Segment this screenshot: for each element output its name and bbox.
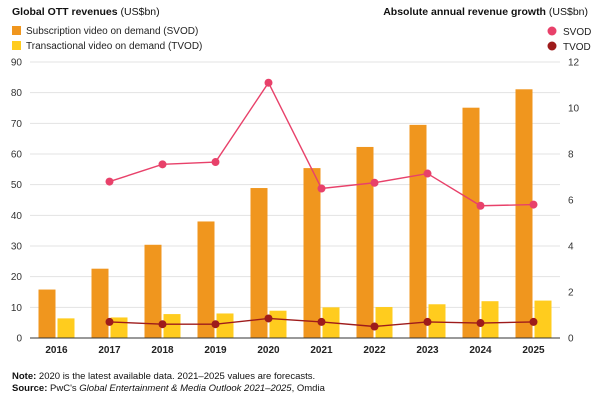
bar-svod-2018 xyxy=(144,244,162,338)
x-tick-label: 2018 xyxy=(151,345,174,356)
bars xyxy=(38,89,552,339)
left-y-tick-label: 0 xyxy=(16,334,22,345)
right-title-bold: Absolute annual revenue growth xyxy=(383,6,546,18)
left-y-tick-label: 70 xyxy=(11,119,23,130)
point-tvod-2021 xyxy=(317,317,326,326)
left-y-tick-label: 40 xyxy=(11,211,23,222)
legend-label-tvod-line: TVOD xyxy=(563,42,591,53)
x-tick-label: 2023 xyxy=(416,345,439,356)
point-tvod-2017 xyxy=(105,317,114,326)
x-tick-label: 2020 xyxy=(257,345,280,356)
legend-marker-tvod-line xyxy=(547,41,557,51)
point-tvod-2018 xyxy=(158,320,167,329)
growth-lines xyxy=(105,78,538,331)
bar-svod-2025 xyxy=(515,89,533,338)
source-label: Source: xyxy=(12,383,48,394)
bar-tvod-2018 xyxy=(163,314,181,338)
bar-tvod-2019 xyxy=(216,313,234,338)
point-svod-2017 xyxy=(105,177,114,186)
left-y-tick-label: 60 xyxy=(11,150,23,161)
bar-legend: Subscription video on demand (SVOD) Tran… xyxy=(12,26,202,52)
bar-tvod-2022 xyxy=(375,307,393,338)
x-tick-label: 2025 xyxy=(522,345,545,356)
x-tick-label: 2016 xyxy=(45,345,68,356)
point-tvod-2020 xyxy=(264,314,273,323)
right-y-tick-label: 12 xyxy=(568,58,580,69)
legend-swatch-svod-bar xyxy=(12,26,21,35)
left-y-tick-label: 50 xyxy=(11,180,23,191)
chart-note: Note: 2020 is the latest available data.… xyxy=(12,371,315,383)
point-svod-2023 xyxy=(423,169,432,178)
x-tick-label: 2024 xyxy=(469,345,492,356)
point-svod-2021 xyxy=(317,184,326,193)
bar-svod-2022 xyxy=(356,146,374,338)
point-svod-2024 xyxy=(476,201,485,210)
bar-svod-2020 xyxy=(250,188,268,338)
right-y-tick-label: 8 xyxy=(568,150,574,161)
point-tvod-2019 xyxy=(211,320,220,329)
point-svod-2018 xyxy=(158,160,167,169)
gridlines xyxy=(30,61,560,308)
x-tick-label: 2022 xyxy=(363,345,386,356)
bar-tvod-2016 xyxy=(57,318,75,338)
right-y-tick-label: 2 xyxy=(568,288,574,299)
legend-marker-svod-line xyxy=(547,26,557,36)
axes: 0 10 20 30 40 50 60 70 80 90 0 2 4 6 8 10 12 2016 2017 2018… xyxy=(11,58,580,357)
bar-tvod-2025 xyxy=(534,300,552,338)
note-text: 2020 is the latest available data. 2021–… xyxy=(36,371,316,382)
bar-tvod-2023 xyxy=(428,304,446,338)
right-chart-title: Absolute annual revenue growth (US$bn) xyxy=(383,6,588,18)
point-tvod-2022 xyxy=(370,322,379,331)
point-tvod-2024 xyxy=(476,319,485,328)
legend-label-tvod-bar: Transactional video on demand (TVOD) xyxy=(26,41,202,52)
left-title-unit: (US$bn) xyxy=(118,6,160,18)
bar-svod-2019 xyxy=(197,221,215,338)
source-title: Global Entertainment & Media Outlook 202… xyxy=(79,383,292,394)
left-chart-title: Global OTT revenues (US$bn) xyxy=(12,6,160,18)
left-y-tick-label: 30 xyxy=(11,242,23,253)
left-y-tick-label: 80 xyxy=(11,88,23,99)
bar-svod-2023 xyxy=(409,124,427,338)
bar-tvod-2020 xyxy=(269,310,287,338)
legend-label-svod-bar: Subscription video on demand (SVOD) xyxy=(26,26,198,37)
right-y-tick-label: 4 xyxy=(568,242,574,253)
right-y-tick-label: 6 xyxy=(568,196,574,207)
bar-tvod-2024 xyxy=(481,301,499,338)
source-pre: PwC's xyxy=(47,383,80,394)
point-tvod-2023 xyxy=(423,317,432,326)
x-tick-label: 2017 xyxy=(98,345,121,356)
point-tvod-2025 xyxy=(529,317,538,326)
legend-label-svod-line: SVOD xyxy=(563,27,591,38)
right-y-tick-label: 10 xyxy=(568,104,580,115)
left-title-bold: Global OTT revenues xyxy=(12,6,118,18)
right-title-unit: (US$bn) xyxy=(546,6,588,18)
note-label: Note: xyxy=(12,371,37,382)
chart-source: Source: PwC's Global Entertainment & Med… xyxy=(12,383,325,395)
left-y-tick-label: 20 xyxy=(11,272,23,283)
line-legend: SVOD TVOD xyxy=(547,26,591,53)
right-y-tick-label: 0 xyxy=(568,334,574,345)
x-tick-label: 2019 xyxy=(204,345,227,356)
point-svod-2022 xyxy=(370,178,379,187)
legend-swatch-tvod-bar xyxy=(12,41,21,50)
point-svod-2019 xyxy=(211,158,220,167)
left-y-tick-label: 10 xyxy=(11,303,23,314)
bar-svod-2016 xyxy=(38,289,56,338)
left-y-tick-label: 90 xyxy=(11,58,23,69)
bar-svod-2021 xyxy=(303,168,321,338)
source-post: , Omdia xyxy=(291,383,325,394)
point-svod-2025 xyxy=(529,200,538,209)
bar-svod-2017 xyxy=(91,268,109,338)
bar-svod-2024 xyxy=(462,107,480,339)
x-tick-label: 2021 xyxy=(310,345,333,356)
point-svod-2020 xyxy=(264,78,273,87)
